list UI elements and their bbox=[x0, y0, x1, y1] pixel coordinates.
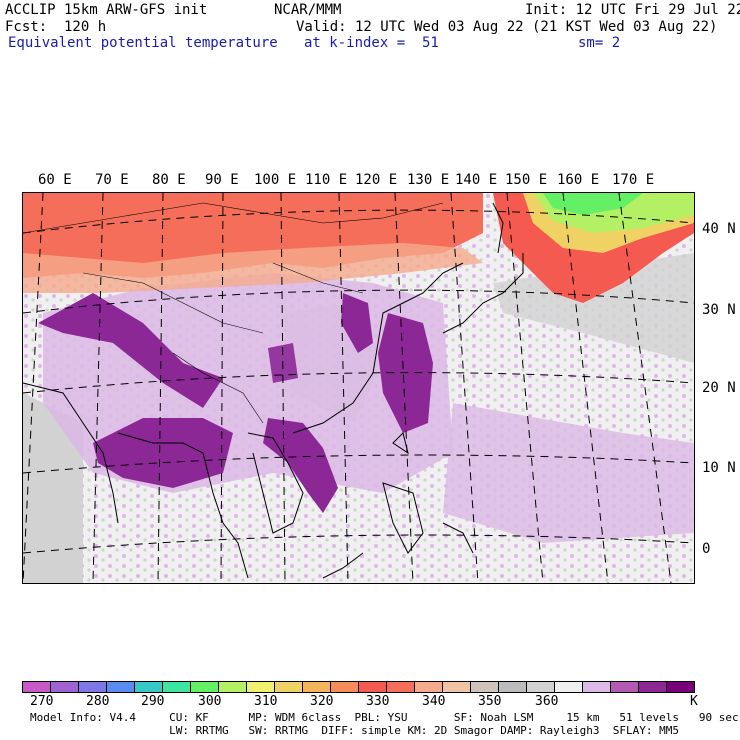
colorbar-swatch bbox=[499, 682, 527, 692]
lavender-region-west-pacific bbox=[443, 403, 694, 543]
colorbar-swatch bbox=[359, 682, 387, 692]
colorbar-tick-label: 350 bbox=[478, 694, 502, 709]
lon-label: 110 E bbox=[305, 172, 348, 188]
lat-label: 10 N bbox=[702, 460, 736, 476]
coastlines bbox=[23, 202, 524, 579]
colorbar-swatch bbox=[51, 682, 79, 692]
colorbar-swatch bbox=[471, 682, 499, 692]
model-level: at k-index = 51 bbox=[304, 35, 439, 51]
purple-max-himalaya bbox=[38, 293, 223, 408]
colorbar-swatch bbox=[247, 682, 275, 692]
colorbar bbox=[22, 681, 695, 693]
colorbar-tick-label: 320 bbox=[310, 694, 334, 709]
lon-label: 130 E bbox=[407, 172, 450, 188]
green-core bbox=[543, 193, 643, 215]
colorbar-swatch bbox=[555, 682, 583, 692]
colorbar-tick-label: 360 bbox=[535, 694, 559, 709]
colorbar-swatch bbox=[667, 682, 694, 692]
smoothing: sm= 2 bbox=[578, 35, 621, 51]
colorbar-swatch bbox=[583, 682, 611, 692]
colorbar-swatch bbox=[163, 682, 191, 692]
model-info-line1: Model Info: V4.4 CU: KF MP: WDM 6class P… bbox=[30, 711, 739, 724]
colorbar-swatch bbox=[79, 682, 107, 692]
field-name: Equivalent potential temperature bbox=[8, 35, 278, 51]
model-info-line2: LW: RRTMG SW: RRTMG DIFF: simple KM: 2D … bbox=[30, 724, 680, 737]
forecast-hour: Fcst: 120 h bbox=[5, 19, 107, 35]
colorbar-swatch bbox=[23, 682, 51, 692]
colorbar-swatch bbox=[303, 682, 331, 692]
graticule bbox=[23, 193, 694, 583]
init-time: Init: 12 UTC Fri 29 Jul 22 bbox=[525, 2, 740, 18]
lon-label: 150 E bbox=[505, 172, 548, 188]
map-panel bbox=[22, 192, 695, 584]
lat-label: 40 N bbox=[702, 221, 736, 237]
grey-region-west bbox=[23, 393, 83, 583]
colorbar-tick-label: 290 bbox=[141, 694, 165, 709]
center-name: NCAR/MMM bbox=[274, 2, 342, 18]
colorbar-swatch bbox=[611, 682, 639, 692]
colorbar-tick-label: 340 bbox=[422, 694, 446, 709]
colorbar-tick-label: 310 bbox=[254, 694, 278, 709]
colorbar-swatch bbox=[331, 682, 359, 692]
lon-label: 60 E bbox=[38, 172, 72, 188]
colorbar-swatch bbox=[275, 682, 303, 692]
warm-band-edge bbox=[23, 243, 483, 293]
colorbar-swatch bbox=[639, 682, 667, 692]
colorbar-swatch bbox=[191, 682, 219, 692]
colorbar-tick-label: 270 bbox=[30, 694, 54, 709]
theta-e-field bbox=[23, 193, 694, 583]
lat-label: 30 N bbox=[702, 302, 736, 318]
lon-label: 120 E bbox=[355, 172, 398, 188]
colorbar-swatch bbox=[415, 682, 443, 692]
country-borders bbox=[23, 202, 444, 424]
colorbar-swatch bbox=[107, 682, 135, 692]
colorbar-swatch bbox=[387, 682, 415, 692]
colorbar-swatch bbox=[135, 682, 163, 692]
valid-time: Valid: 12 UTC Wed 03 Aug 22 (21 KST Wed … bbox=[296, 19, 718, 35]
colorbar-swatch bbox=[443, 682, 471, 692]
lon-label: 90 E bbox=[205, 172, 239, 188]
colorbar-tick-label: 280 bbox=[86, 694, 110, 709]
colorbar-swatch bbox=[219, 682, 247, 692]
lon-label: 170 E bbox=[612, 172, 655, 188]
lon-label: 80 E bbox=[152, 172, 186, 188]
lon-label: 100 E bbox=[254, 172, 297, 188]
colorbar-tick-label: 330 bbox=[366, 694, 390, 709]
purple-max-south-china-sea bbox=[263, 418, 338, 513]
lat-label: 20 N bbox=[702, 380, 736, 396]
model-title: ACCLIP 15km ARW-GFS init bbox=[5, 2, 208, 18]
colorbar-tick-label: 300 bbox=[198, 694, 222, 709]
lon-label: 160 E bbox=[557, 172, 600, 188]
lon-label: 140 E bbox=[455, 172, 498, 188]
lon-label: 70 E bbox=[95, 172, 129, 188]
colorbar-unit: K bbox=[690, 694, 698, 709]
lat-label: 0 bbox=[702, 541, 711, 557]
colorbar-swatch bbox=[527, 682, 555, 692]
purple-max-yellow-sea bbox=[341, 293, 373, 353]
